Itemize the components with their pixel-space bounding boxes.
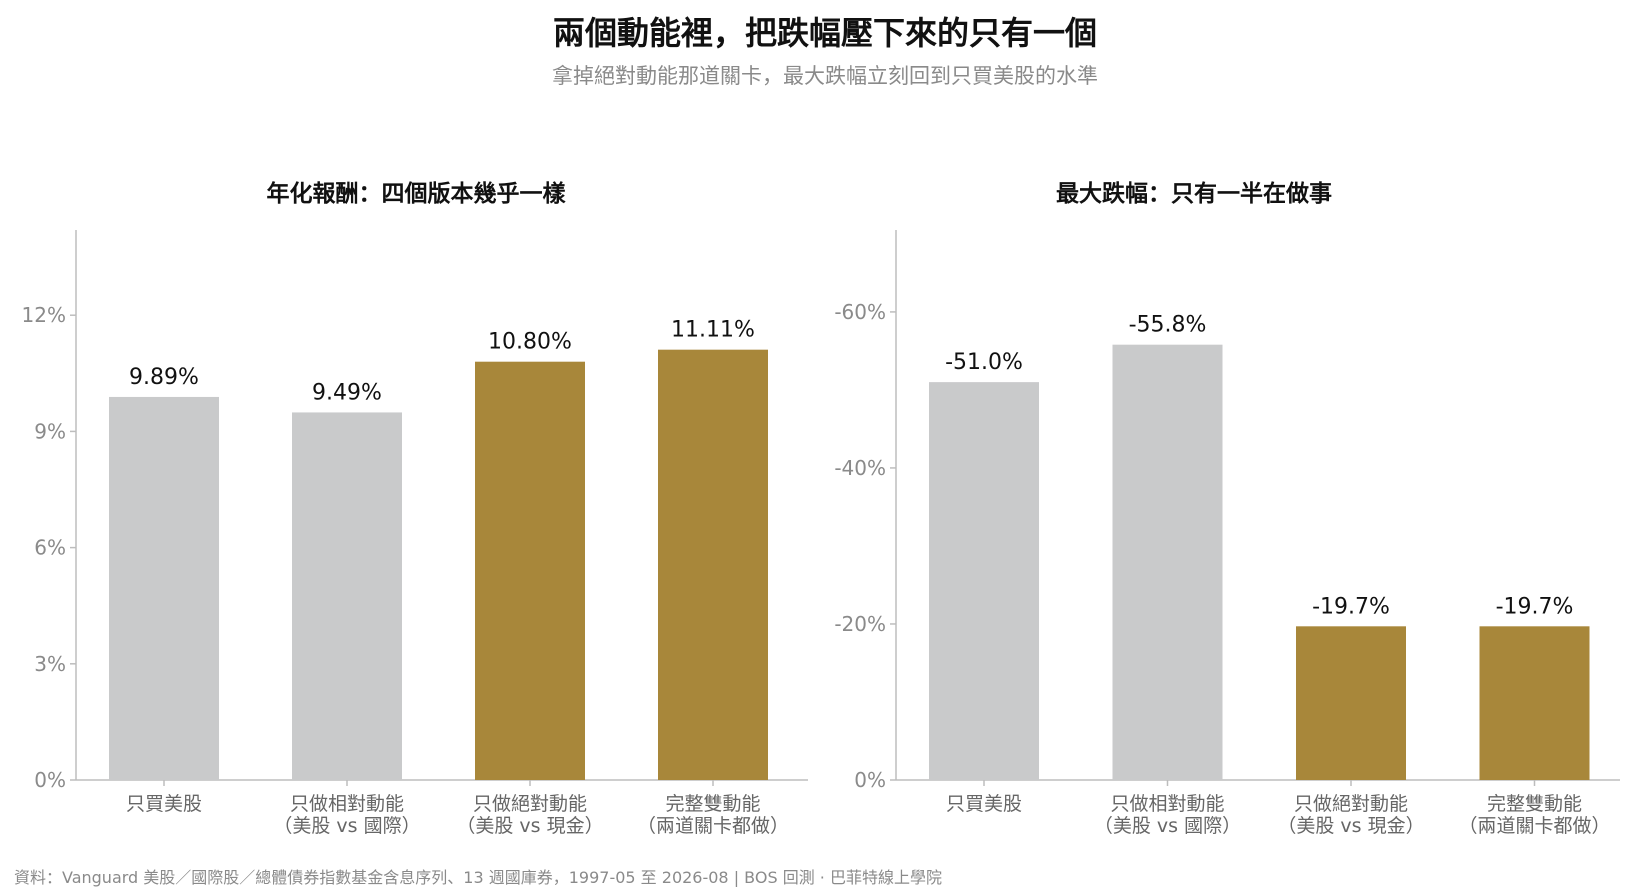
p1-y-tick-label: -20%: [834, 612, 886, 636]
p1-y-tick-label: -40%: [834, 456, 886, 480]
p0-value-label: 11.11%: [671, 318, 755, 343]
p1-y-tick-label: 0%: [854, 768, 886, 792]
p0-category-label: 只做絕對動能: [473, 793, 587, 815]
p0-category-label: 完整雙動能: [665, 793, 760, 815]
p0-y-tick-label: 9%: [34, 419, 66, 443]
p0-y-tick-label: 0%: [34, 768, 66, 792]
p0-bar: [292, 412, 402, 780]
p1-value-label: -19.7%: [1496, 594, 1574, 619]
p1-bar: [929, 382, 1039, 780]
p1-bar: [1479, 626, 1590, 780]
left-panel-title: 年化報酬：四個版本幾乎一樣: [266, 181, 566, 207]
p0-value-label: 9.89%: [129, 365, 199, 390]
p0-category-label: 只買美股: [126, 793, 202, 815]
p0-value-label: 9.49%: [312, 380, 382, 405]
p0-category-label: （美股 vs 國際）: [273, 815, 420, 837]
right-panel-title: 最大跌幅：只有一半在做事: [1056, 181, 1332, 207]
p1-value-label: -55.8%: [1129, 313, 1207, 338]
p1-bar: [1296, 626, 1406, 780]
p1-y-tick-label: -60%: [834, 300, 886, 324]
p0-category-label: （美股 vs 現金）: [456, 815, 603, 837]
p1-category-label: （美股 vs 國際）: [1094, 815, 1241, 837]
p1-value-label: -51.0%: [945, 350, 1023, 375]
p1-value-label: -19.7%: [1312, 594, 1390, 619]
p1-category-label: 只做相對動能: [1110, 793, 1224, 815]
chart-subtitle: 拿掉絕對動能那道關卡，最大跌幅立刻回到只買美股的水準: [552, 64, 1098, 88]
p1-category-label: 只做絕對動能: [1294, 793, 1408, 815]
p1-bar: [1112, 344, 1223, 780]
p0-category-label: 只做相對動能: [290, 793, 404, 815]
p1-category-label: 只買美股: [946, 793, 1022, 815]
p0-value-label: 10.80%: [488, 330, 572, 355]
p0-bar: [658, 349, 768, 780]
source-footer: 資料：Vanguard 美股／國際股／總體債券指數基金含息序列、13 週國庫券，…: [14, 868, 942, 887]
p1-category-label: 完整雙動能: [1487, 793, 1582, 815]
p0-y-tick-label: 12%: [22, 303, 66, 327]
p0-bar: [109, 396, 219, 780]
p1-category-label: （美股 vs 現金）: [1277, 815, 1424, 837]
p0-bar: [475, 361, 585, 780]
p0-category-label: （兩道關卡都做）: [637, 815, 789, 837]
p0-y-tick-label: 6%: [34, 536, 66, 560]
p1-category-label: （兩道關卡都做）: [1458, 815, 1610, 837]
p0-y-tick-label: 3%: [34, 652, 66, 676]
chart-title: 兩個動能裡，把跌幅壓下來的只有一個: [552, 14, 1097, 52]
